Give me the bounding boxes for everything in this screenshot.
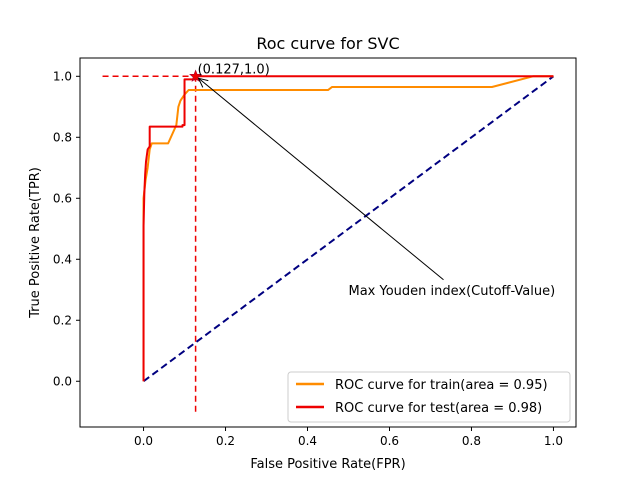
x-tick-label: 0.2 (216, 434, 235, 448)
chance-diagonal-line (142, 75, 555, 383)
legend-frame (287, 371, 571, 423)
roc-train-line (142, 75, 554, 382)
cutoff-coordinate-label: (0.127,1.0) (198, 62, 270, 77)
legend-label-train: ROC curve for train(area = 0.95) (335, 378, 548, 393)
x-tick-label: 0.4 (298, 434, 317, 448)
x-tick-label: 0.0 (134, 434, 153, 448)
legend-label-test: ROC curve for test(area = 0.98) (335, 401, 542, 416)
roc-test-line (142, 75, 554, 382)
legend: ROC curve for train(area = 0.95) ROC cur… (287, 371, 571, 423)
axes-frame (79, 57, 577, 428)
y-tick-label: 1.0 (53, 69, 72, 83)
x-tick-label: 0.8 (462, 434, 481, 448)
youden-arrow-head (197, 77, 209, 88)
y-tick-label: 0.8 (53, 130, 72, 144)
youden-annotation-text: Max Youden index(Cutoff-Value) (348, 284, 555, 299)
plot-area: (0.127,1.0) Max Youden index(Cutoff-Value… (102, 62, 555, 412)
x-tick-label: 0.6 (380, 434, 399, 448)
x-axis-label: False Positive Rate(FPR) (250, 457, 405, 472)
chart-title: Roc curve for SVC (256, 34, 399, 53)
cutoff-star-marker (189, 69, 203, 82)
y-axis-label: True Positive Rate(TPR) (28, 167, 43, 319)
y-tick-label: 0.0 (53, 374, 72, 388)
y-tick-label: 0.6 (53, 191, 72, 205)
axis-ticks: 0.0 0.2 0.4 0.6 0.8 1.0 0.0 0.2 0.4 0.6 0.8 1.0 (53, 69, 563, 448)
x-tick-label: 1.0 (544, 434, 563, 448)
y-tick-label: 0.4 (53, 252, 72, 266)
y-tick-label: 0.2 (53, 313, 72, 327)
youden-arrow-line (198, 77, 444, 281)
